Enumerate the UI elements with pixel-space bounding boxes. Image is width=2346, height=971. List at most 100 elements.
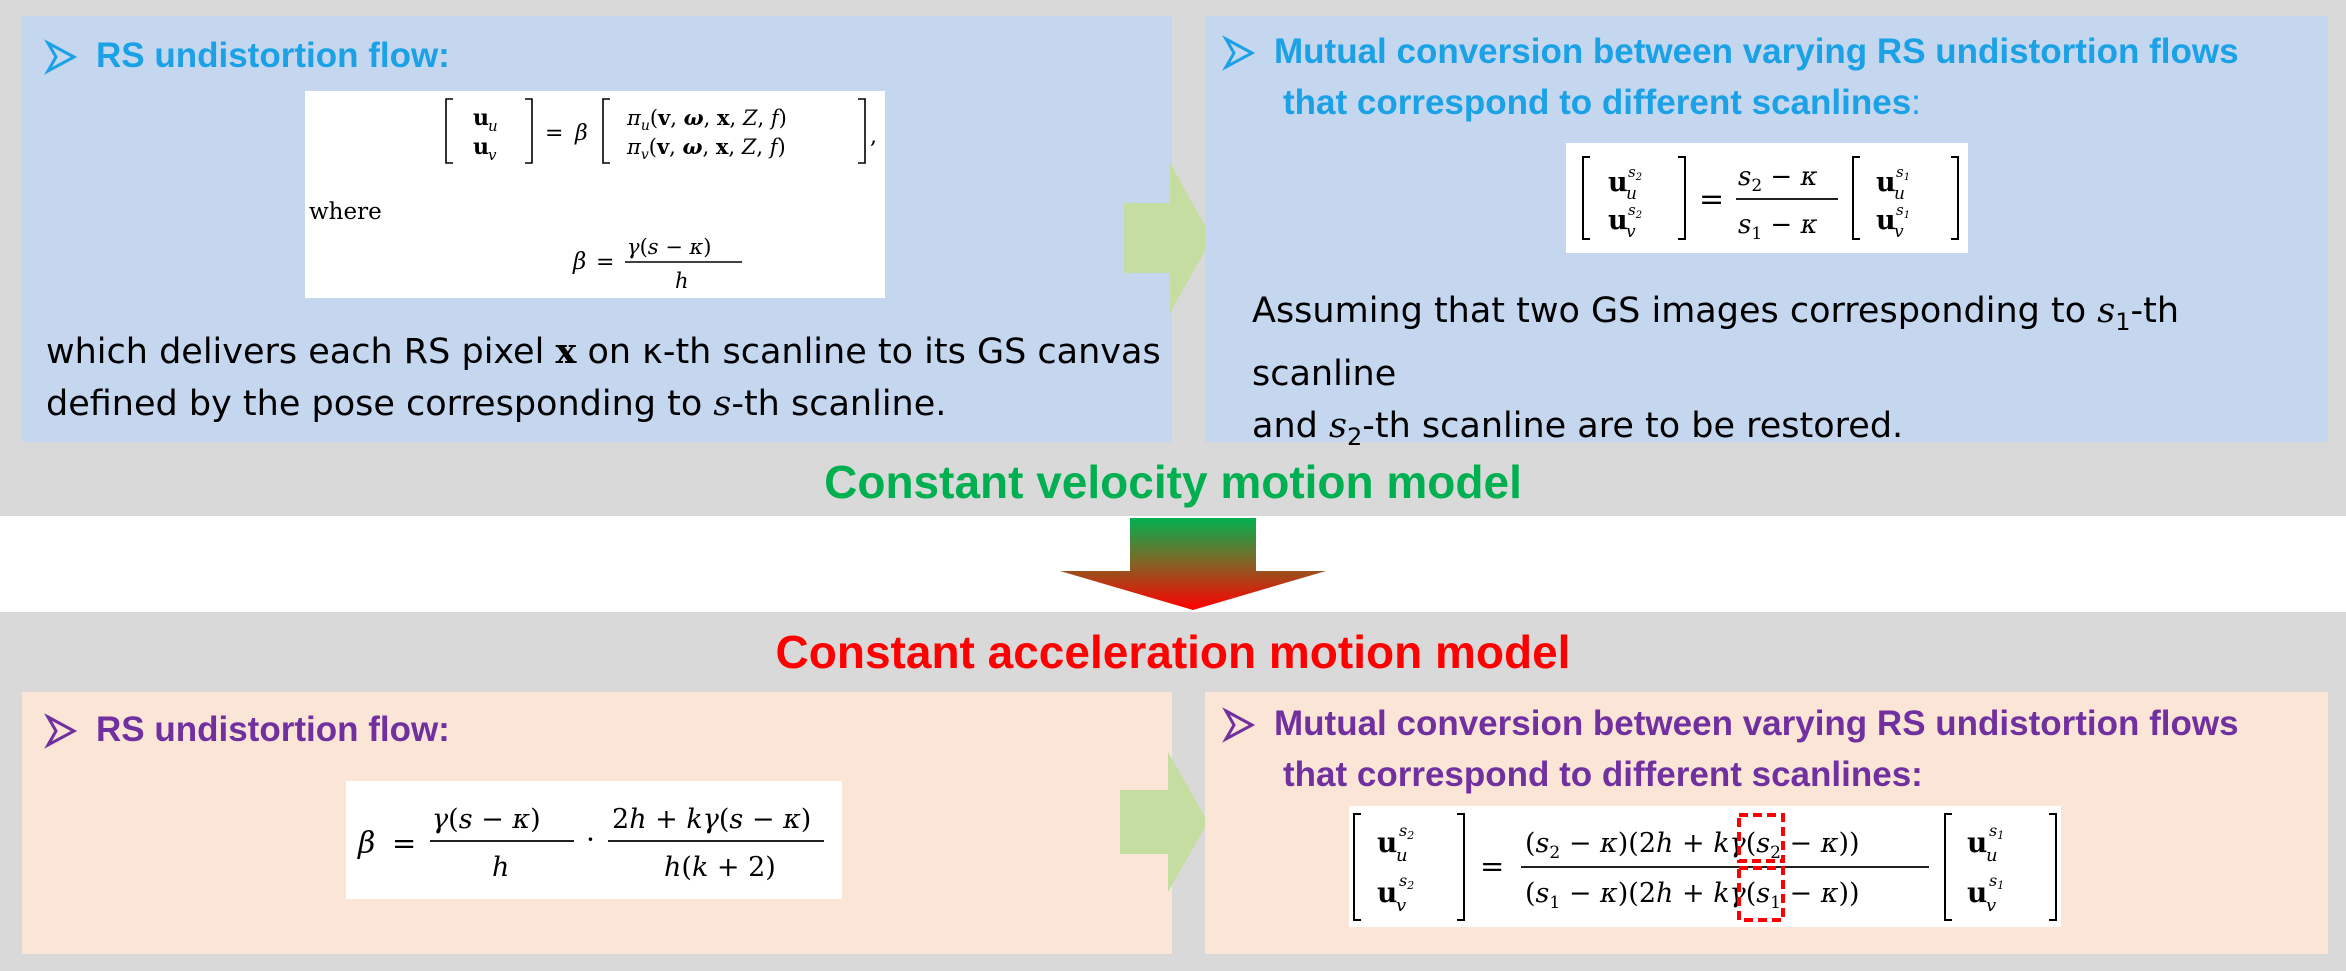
rdesc2-pre: and <box>1252 406 1329 446</box>
top-left-heading-text: RS undistortion flow: <box>96 36 450 75</box>
rdesc1-sub: 1 <box>2115 308 2131 336</box>
bottom-right-heading-text1: Mutual conversion between varying RS und… <box>1274 704 2239 743</box>
rdesc2-post: -th scanline are to be restored. <box>1362 406 1904 446</box>
svg-text:πu(v, ω, x, Z, f): πu(v, ω, x, Z, f) <box>626 105 787 134</box>
svg-text:u: u <box>1396 845 1408 866</box>
svg-text:u: u <box>488 117 498 135</box>
top-right-heading-text2: that correspond to different scanlines <box>1283 83 1912 122</box>
svg-text:γ(s − κ): γ(s − κ) <box>432 804 541 835</box>
desc2-var-s: s <box>713 384 732 424</box>
svg-text:s2: s2 <box>1399 871 1414 892</box>
svg-text:s2 − κ: s2 − κ <box>1738 162 1818 196</box>
bottom-right-heading-line1: Mutual conversion between varying RS und… <box>1222 698 2324 749</box>
top-right-description-line1: Assuming that two GS images correspondin… <box>1252 285 2332 400</box>
top-left-description: which delivers each RS pixel x on κ-th s… <box>46 326 1166 430</box>
where-label: where <box>309 199 382 225</box>
top-right-heading-line1: Mutual conversion between varying RS und… <box>1222 26 2324 77</box>
down-arrow-icon <box>1060 518 1326 610</box>
bottom-model-title: Constant acceleration motion model <box>775 626 1571 678</box>
top-left-description-line1: which delivers each RS pixel x on κ-th s… <box>46 326 1166 378</box>
desc2-post: -th scanline. <box>731 384 947 424</box>
rdesc2-sub: 2 <box>1346 423 1363 451</box>
svg-text:v: v <box>488 146 497 164</box>
svg-text:=: = <box>596 250 614 275</box>
rdesc1-pre: Assuming that two GS images correspondin… <box>1252 291 2098 331</box>
top-left-description-line2: defined by the pose corresponding to s-t… <box>46 378 1166 430</box>
right-arrow-icon <box>1120 752 1208 892</box>
arrowhead-bullet-icon <box>1222 26 1274 77</box>
svg-text:s1: s1 <box>1896 201 1910 221</box>
highlight-box-top <box>1737 813 1785 863</box>
bottom-left-equation: β = γ(s − κ) h · 2h + kγ(s − κ) h(k + 2) <box>357 804 824 883</box>
svg-text:s2: s2 <box>1628 201 1642 221</box>
svg-text:(s1 − κ)(2h + kγ(s1 − κ)): (s1 − κ)(2h + kγ(s1 − κ)) <box>1525 878 1860 913</box>
rdesc1-post: -th scanline <box>1252 291 2180 394</box>
desc1-var-x: x <box>555 331 577 372</box>
svg-text:πv(v, ω, x, Z, f): πv(v, ω, x, Z, f) <box>626 134 786 163</box>
svg-text:=: = <box>1699 182 1724 217</box>
svg-text:=: = <box>392 826 416 860</box>
svg-text:h(k + 2): h(k + 2) <box>664 852 776 883</box>
top-model-title: Constant velocity motion model <box>824 456 1522 508</box>
rdesc1-var-s: s <box>2097 291 2116 331</box>
svg-text:=: = <box>1480 849 1504 883</box>
bottom-left-equation-box: β = γ(s − κ) h · 2h + kγ(s − κ) h(k + 2) <box>346 781 842 899</box>
bottom-left-heading: RS undistortion flow: <box>44 704 450 755</box>
top-left-heading: RS undistortion flow: <box>44 30 450 81</box>
rdesc2-var-s: s <box>1328 406 1347 446</box>
top-right-description-line2: and s2-th scanline are to be restored. <box>1252 400 2332 463</box>
svg-text:u: u <box>1608 167 1628 198</box>
desc2-pre: defined by the pose corresponding to <box>46 384 714 424</box>
right-arrow-icon <box>1124 163 1212 313</box>
desc1-kappa: κ <box>642 332 663 372</box>
svg-text:u: u <box>1876 205 1896 236</box>
svg-text:·: · <box>586 823 595 856</box>
svg-text:s2: s2 <box>1628 163 1642 183</box>
svg-text:v: v <box>1894 222 1904 242</box>
svg-text:2h + kγ(s − κ): 2h + kγ(s − κ) <box>612 804 811 835</box>
top-right-heading-colon: : <box>1911 83 1921 122</box>
svg-text:v: v <box>1986 895 1996 916</box>
svg-text:u: u <box>1986 845 1998 866</box>
svg-text:u: u <box>1626 184 1637 204</box>
svg-text:u: u <box>1377 826 1397 859</box>
top-right-heading-text1: Mutual conversion between varying RS und… <box>1274 32 2239 71</box>
svg-text:u: u <box>1967 826 1987 859</box>
svg-text:β: β <box>357 826 375 861</box>
top-right-equation-box: u u s2 u v s2 = s2 − κ s1 − κ u u s1 u v s1 <box>1566 143 1968 253</box>
svg-text:(s2 − κ)(2h + kγ(s2 − κ)): (s2 − κ)(2h + kγ(s2 − κ)) <box>1525 828 1860 863</box>
svg-text:=: = <box>545 121 563 146</box>
svg-text:s1: s1 <box>1989 871 2004 892</box>
svg-text:u: u <box>1967 876 1987 909</box>
desc1-post: -th scanline to its GS canvas <box>662 332 1161 372</box>
svg-text:u: u <box>473 105 489 131</box>
arrowhead-bullet-icon <box>1222 698 1274 749</box>
svg-text:s1: s1 <box>1896 163 1910 183</box>
svg-text:h: h <box>492 852 509 883</box>
svg-text:u: u <box>473 134 489 160</box>
desc1-pre: which delivers each RS pixel <box>46 332 556 372</box>
arrowhead-bullet-icon <box>44 30 96 81</box>
svg-text:v: v <box>1626 222 1636 242</box>
top-right-heading-line2: that correspond to different scanlines: <box>1224 77 2324 128</box>
top-right-heading: Mutual conversion between varying RS und… <box>1222 26 2324 128</box>
svg-text:u: u <box>1894 184 1905 204</box>
desc1-mid: on <box>576 332 643 372</box>
bottom-right-heading-line2: that correspond to different scanlines: <box>1224 749 2324 800</box>
svg-text:β: β <box>572 249 586 275</box>
svg-text:,: , <box>870 124 877 149</box>
svg-text:s1 − κ: s1 − κ <box>1738 210 1818 244</box>
svg-text:u: u <box>1377 876 1397 909</box>
bottom-right-heading: Mutual conversion between varying RS und… <box>1222 698 2324 800</box>
highlight-box-bottom <box>1737 866 1785 922</box>
svg-text:u: u <box>1608 205 1628 236</box>
svg-text:s1: s1 <box>1989 821 2004 842</box>
top-right-description: Assuming that two GS images correspondin… <box>1252 285 2332 463</box>
svg-text:β: β <box>574 121 588 146</box>
svg-text:u: u <box>1876 167 1896 198</box>
bottom-right-equation-box: u u s2 u v s2 = (s2 − κ)(2h + kγ(s2 − κ)) (s… <box>1349 806 2061 927</box>
